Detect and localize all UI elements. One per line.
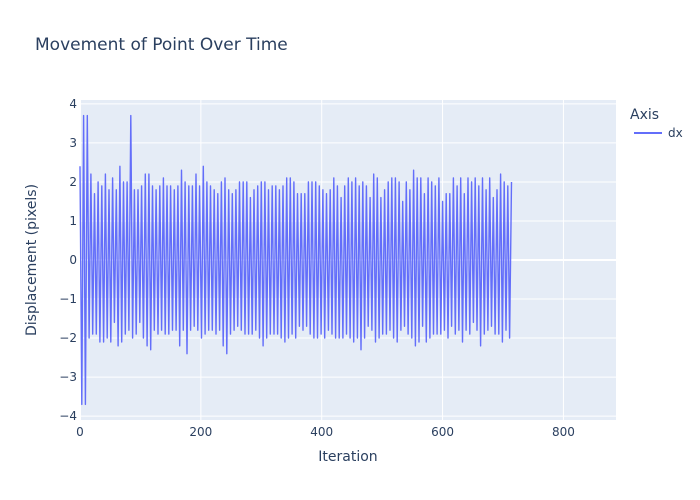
y-tick-label: 0 [69, 253, 77, 267]
x-tick-label: 200 [189, 425, 212, 439]
y-tick-label: 1 [69, 214, 77, 228]
tick-labels: −4 −3 −2 −1 0 1 2 3 4 0 200 400 600 800 [59, 97, 575, 439]
y-tick-label: −3 [59, 370, 77, 384]
y-tick-label: 2 [69, 175, 77, 189]
x-tick-label: 600 [431, 425, 454, 439]
x-tick-label: 0 [76, 425, 84, 439]
y-axis-title: Displacement (pixels) [24, 184, 40, 336]
x-tick-label: 400 [310, 425, 333, 439]
legend-label-dx[interactable]: dx [668, 126, 683, 140]
legend-title: Axis [630, 107, 659, 123]
y-tick-label: 3 [69, 136, 77, 150]
x-tick-label: 800 [552, 425, 575, 439]
y-tick-label: −1 [59, 292, 77, 306]
x-axis-title: Iteration [318, 449, 377, 465]
y-tick-label: −2 [59, 331, 77, 345]
legend[interactable]: Axis dx [630, 107, 683, 140]
y-tick-label: 4 [69, 97, 77, 111]
chart-title: Movement of Point Over Time [35, 35, 288, 55]
y-tick-label: −4 [59, 409, 77, 423]
series-line-dx [79, 114, 513, 406]
